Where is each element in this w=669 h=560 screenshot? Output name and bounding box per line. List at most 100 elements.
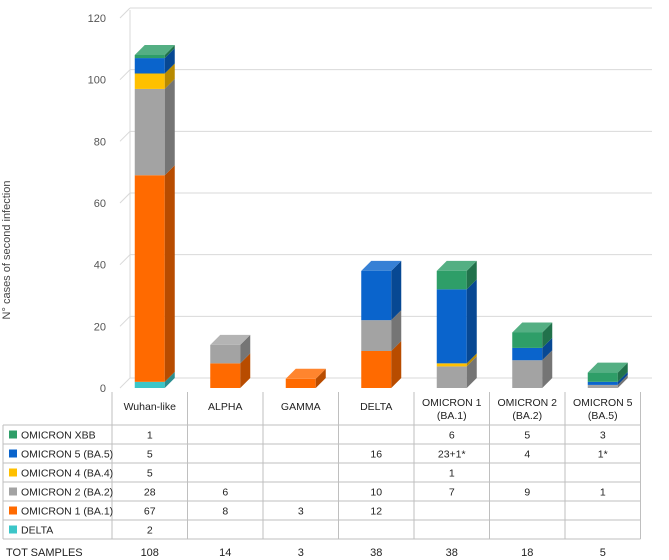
bar-segment-front (134, 88, 165, 176)
legend-key (9, 525, 17, 534)
table-cell-value: 3 (600, 430, 606, 442)
bar-segment-front (436, 363, 467, 367)
table-cell-value: 8 (222, 506, 228, 518)
gridline-side (119, 254, 131, 266)
bar-segment-side (164, 78, 175, 176)
table-cell-value: 2 (147, 525, 153, 537)
table-cell-value: 5 (147, 449, 153, 461)
category-label: OMICRON 1 (422, 397, 482, 409)
legend-label: OMICRON 5 (BA.5) (21, 449, 113, 461)
bar-segment-side (391, 260, 402, 321)
bar-segment-front (134, 381, 165, 388)
bar-segment-front (512, 360, 543, 388)
legend-key (9, 468, 17, 477)
bar-segment-side (315, 368, 326, 388)
table-cell-value: 1 (147, 430, 153, 442)
bar-segment-side (466, 353, 477, 367)
bar-segment-front (361, 320, 392, 351)
bar-segment-side (542, 322, 553, 348)
total-value: 5 (600, 547, 606, 559)
data-table: Wuhan-like ALPHA GAMMA DELTA OMICRON 1(BA.1)… (2, 392, 641, 559)
bar-segment-side (617, 371, 628, 385)
table-cell-value: 5 (524, 430, 530, 442)
bar-segment-side (466, 279, 477, 364)
total-value: 108 (141, 547, 159, 559)
table-cell-value: 7 (449, 487, 455, 499)
table-cell-value: 12 (370, 506, 382, 518)
table-cell-value: 23+1* (438, 449, 466, 461)
bar-segment-top (210, 334, 251, 345)
bar-segment-top (134, 45, 175, 55)
category-label: DELTA (360, 401, 392, 413)
total-value: 14 (219, 547, 231, 559)
total-value: 38 (370, 547, 382, 559)
total-value: 3 (298, 547, 304, 559)
y-tick-label: 20 (94, 321, 106, 333)
legend-label: OMICRON 4 (BA.4) (21, 468, 113, 480)
category-label: (BA.2) (512, 410, 542, 422)
bar-segment-front (361, 270, 392, 321)
gridline-side (119, 377, 131, 389)
y-tick-label: 60 (94, 198, 106, 210)
bar-segment-top (361, 260, 402, 271)
table-cell-value: 1 (449, 468, 455, 480)
table-cell-value: 3 (298, 506, 304, 518)
bar-segment-front (134, 55, 165, 59)
y-tick-label: 120 (88, 13, 106, 25)
bar-segment-top (285, 368, 326, 379)
bar-segment-side (617, 362, 628, 382)
gridline-side (119, 192, 131, 204)
y-tick-label: 40 (94, 260, 106, 272)
category-label: GAMMA (281, 401, 321, 413)
bar-segment-front (134, 175, 165, 382)
gridline-side (119, 7, 131, 19)
y-tick-label: 80 (94, 136, 106, 148)
bar-segment-front (512, 332, 543, 348)
bar-segment-front (210, 363, 241, 388)
bar-segment-side (240, 353, 251, 388)
bar-segment-side (542, 350, 553, 388)
legend-label: OMICRON XBB (21, 430, 96, 442)
bar-segment-side (164, 165, 175, 382)
table-cell-value: 4 (524, 449, 530, 461)
legend-label: DELTA (21, 525, 53, 537)
bar-segment-side (617, 374, 628, 388)
grid-layer (119, 7, 652, 389)
bar-segment-side (466, 356, 477, 388)
bar-segment-side (466, 260, 477, 290)
y-tick-label: 100 (88, 75, 106, 87)
table-cell-value: 9 (524, 487, 530, 499)
gridline-side (119, 130, 131, 142)
table-cell-value: 6 (449, 430, 455, 442)
legend-key (9, 506, 17, 515)
table-cell-value: 6 (222, 487, 228, 499)
legend-label: OMICRON 1 (BA.1) (21, 506, 113, 518)
bar-segment-front (587, 384, 618, 388)
category-label: OMICRON 2 (497, 397, 557, 409)
y-axis-ticks: 0 20 40 60 80 100 120 (88, 13, 106, 395)
bar-segment-side (391, 310, 402, 351)
table-cell-value: 67 (144, 506, 156, 518)
legend-key (9, 487, 17, 496)
bar-segment-front (587, 381, 618, 385)
legend-key (9, 430, 17, 439)
table-cell-value: 1* (598, 449, 608, 461)
table-cell-value: 16 (370, 449, 382, 461)
legend-label: OMICRON 2 (BA.2) (21, 487, 113, 499)
y-axis-label: N° cases of second infection (1, 181, 13, 320)
bar-segment-side (164, 371, 175, 388)
bar-segment-front (436, 270, 467, 290)
category-label: (BA.5) (588, 410, 618, 422)
bar-segment-front (512, 347, 543, 361)
total-value: 18 (521, 547, 533, 559)
bar-segment-front (587, 372, 618, 382)
totals-label: TOT SAMPLES (6, 547, 83, 559)
bars-layer (134, 45, 628, 388)
legend-key (9, 449, 17, 458)
bar-segment-top (587, 362, 628, 373)
bar-segment-top (512, 322, 553, 333)
bar-segment-front (134, 73, 165, 89)
bar-segment-front (436, 289, 467, 364)
bar-segment-front (134, 58, 165, 74)
